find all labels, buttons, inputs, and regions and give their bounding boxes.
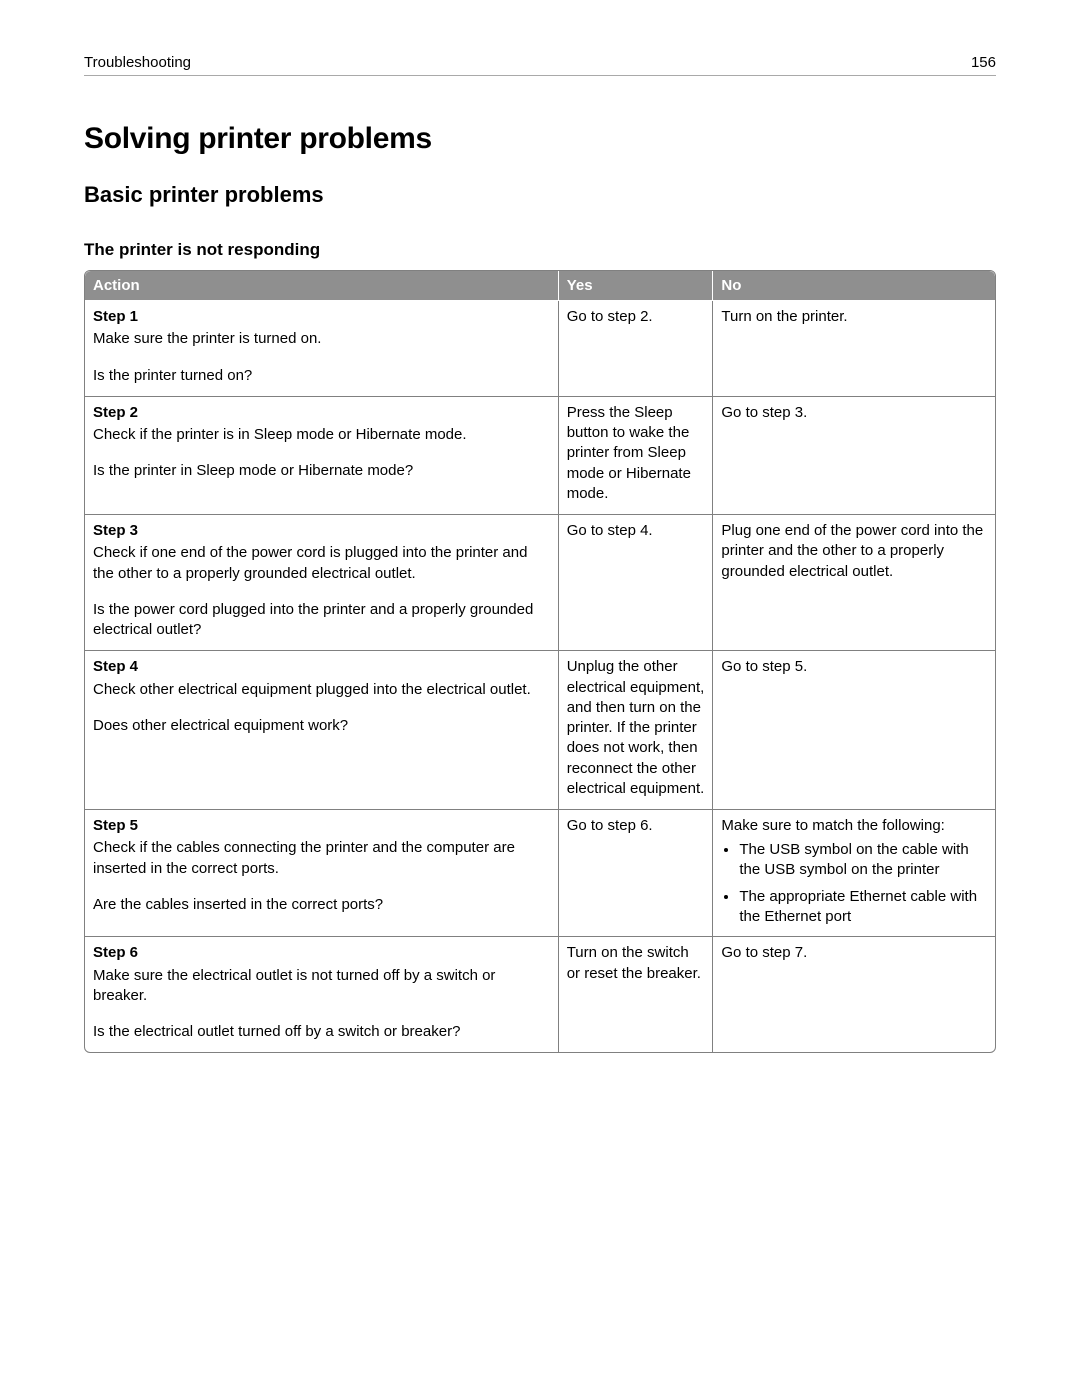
cell-yes: Press the Sleep button to wake the print… — [558, 396, 713, 514]
cell-action: Step 6 Make sure the electrical outlet i… — [85, 937, 558, 1053]
step-body: Check other electrical equipment plugged… — [93, 680, 550, 700]
cell-no: Go to step 7. — [713, 937, 995, 1053]
table-row: Step 6 Make sure the electrical outlet i… — [85, 937, 995, 1053]
step-question: Does other electrical equipment work? — [93, 716, 550, 736]
step-question: Is the printer in Sleep mode or Hibernat… — [93, 461, 550, 481]
page-title: Solving printer problems — [84, 122, 996, 156]
table-row: Step 1 Make sure the printer is turned o… — [85, 301, 995, 397]
cell-action: Step 3 Check if one end of the power cor… — [85, 515, 558, 651]
list-item: The appropriate Ethernet cable with the … — [739, 887, 987, 926]
table-header-row: Action Yes No — [85, 271, 995, 301]
cell-action: Step 2 Check if the printer is in Sleep … — [85, 396, 558, 514]
step-label: Step 3 — [93, 521, 550, 541]
step-label: Step 6 — [93, 943, 550, 963]
col-no: No — [713, 271, 995, 301]
cell-action: Step 5 Check if the cables connecting th… — [85, 810, 558, 937]
cell-action: Step 4 Check other electrical equipment … — [85, 651, 558, 810]
step-question: Is the electrical outlet turned off by a… — [93, 1022, 550, 1042]
header-page-number: 156 — [971, 54, 996, 71]
step-label: Step 2 — [93, 403, 550, 423]
page: Troubleshooting 156 Solving printer prob… — [0, 0, 1080, 1397]
table-row: Step 5 Check if the cables connecting th… — [85, 810, 995, 937]
col-yes: Yes — [558, 271, 713, 301]
no-bullet-list: The USB symbol on the cable with the USB… — [721, 840, 987, 926]
cell-action: Step 1 Make sure the printer is turned o… — [85, 301, 558, 397]
cell-no: Turn on the printer. — [713, 301, 995, 397]
troubleshooting-table-wrap: Action Yes No Step 1 Make sure the print… — [84, 270, 996, 1053]
header-section: Troubleshooting — [84, 54, 191, 71]
cell-no: Make sure to match the following: The US… — [713, 810, 995, 937]
step-body: Check if the cables connecting the print… — [93, 838, 550, 879]
cell-yes: Go to step 2. — [558, 301, 713, 397]
running-header: Troubleshooting 156 — [84, 54, 996, 76]
cell-yes: Go to step 6. — [558, 810, 713, 937]
table-row: Step 4 Check other electrical equipment … — [85, 651, 995, 810]
cell-no: Plug one end of the power cord into the … — [713, 515, 995, 651]
step-label: Step 4 — [93, 657, 550, 677]
cell-yes: Unplug the other electrical equipment, a… — [558, 651, 713, 810]
list-item: The USB symbol on the cable with the USB… — [739, 840, 987, 879]
step-body: Make sure the electrical outlet is not t… — [93, 966, 550, 1007]
step-body: Make sure the printer is turned on. — [93, 329, 550, 349]
step-label: Step 1 — [93, 307, 550, 327]
cell-yes: Go to step 4. — [558, 515, 713, 651]
cell-no: Go to step 3. — [713, 396, 995, 514]
table-row: Step 3 Check if one end of the power cor… — [85, 515, 995, 651]
step-question: Is the printer turned on? — [93, 366, 550, 386]
table-row: Step 2 Check if the printer is in Sleep … — [85, 396, 995, 514]
no-lead: Make sure to match the following: — [721, 816, 987, 836]
step-question: Are the cables inserted in the correct p… — [93, 895, 550, 915]
step-label: Step 5 — [93, 816, 550, 836]
step-question: Is the power cord plugged into the print… — [93, 600, 550, 641]
col-action: Action — [85, 271, 558, 301]
cell-yes: Turn on the switch or reset the breaker. — [558, 937, 713, 1053]
troubleshooting-table: Action Yes No Step 1 Make sure the print… — [85, 271, 995, 1052]
subsection-title: The printer is not responding — [84, 240, 996, 260]
step-body: Check if the printer is in Sleep mode or… — [93, 425, 550, 445]
step-body: Check if one end of the power cord is pl… — [93, 543, 550, 584]
section-title: Basic printer problems — [84, 182, 996, 208]
cell-no: Go to step 5. — [713, 651, 995, 810]
